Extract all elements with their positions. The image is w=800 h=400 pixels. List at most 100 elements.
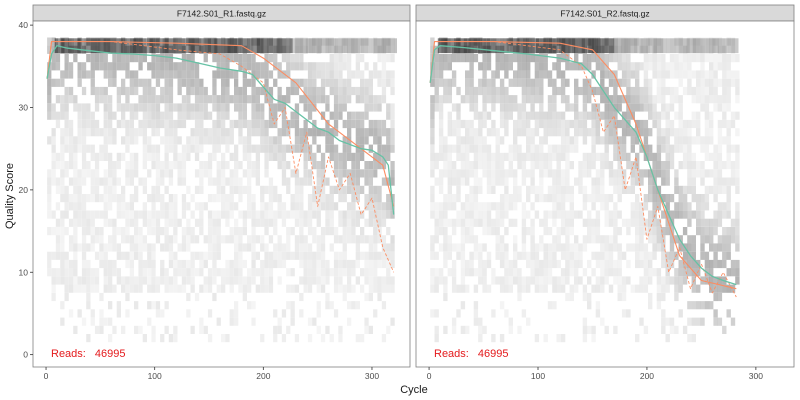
heat-cell [299, 194, 304, 203]
heat-cell [168, 70, 174, 79]
heat-cell [351, 284, 356, 293]
heat-cell [443, 227, 448, 236]
heat-cell [656, 276, 662, 285]
heat-cell [639, 128, 644, 137]
heat-cell [138, 276, 143, 285]
heat-cell [364, 161, 369, 170]
heat-cell [216, 185, 221, 194]
heat-cell [221, 284, 226, 293]
heat-cell [574, 95, 579, 104]
heat-cell [669, 194, 675, 203]
heat-cell [138, 62, 143, 71]
heat-cell [508, 259, 513, 269]
heat-cell [151, 152, 156, 161]
heat-cell [181, 38, 186, 54]
heat-cell [451, 177, 457, 186]
heat-cell [55, 161, 61, 170]
heat-cell [486, 152, 492, 161]
heat-cell [242, 136, 247, 145]
heat-cell [451, 161, 457, 170]
heat-cell [116, 301, 121, 310]
heat-cell [168, 210, 174, 219]
heat-cell [678, 95, 683, 104]
heat-cell [587, 325, 592, 334]
heat-cell [604, 54, 609, 63]
heat-cell [347, 185, 352, 194]
heat-cell [186, 86, 191, 96]
heat-cell [560, 177, 566, 186]
heat-cell [247, 62, 252, 71]
heat-cell [621, 169, 627, 178]
heat-cell [116, 54, 121, 63]
heat-cell [582, 136, 588, 145]
heat-cell [700, 78, 705, 87]
heat-cell [539, 243, 544, 252]
heat-cell [129, 103, 134, 112]
heat-cell [355, 144, 360, 153]
heat-cell [608, 78, 614, 87]
heat-cell [81, 144, 87, 153]
heat-cell [134, 284, 139, 293]
heat-cell [90, 227, 95, 236]
heat-cell [55, 185, 61, 194]
heat-cell [125, 292, 130, 302]
heat-cell [687, 243, 692, 252]
heat-cell [99, 292, 104, 302]
heat-cell [147, 210, 152, 219]
heat-cell [534, 86, 540, 96]
heat-cell [478, 325, 483, 334]
heat-cell [539, 177, 544, 186]
heat-cell [264, 210, 269, 219]
heat-cell [194, 111, 200, 120]
heat-cell [286, 144, 291, 153]
heat-cell [534, 78, 540, 87]
heat-cell [565, 152, 570, 161]
heat-cell [460, 54, 466, 63]
heat-cell [234, 251, 239, 260]
heat-cell [325, 70, 330, 79]
heat-cell [499, 103, 505, 112]
heat-cell [526, 194, 531, 203]
heat-cell [355, 45, 360, 54]
heat-cell [347, 119, 352, 129]
heat-cell [290, 317, 295, 326]
heat-cell [134, 54, 139, 63]
heat-cell [390, 119, 395, 129]
heat-cell [456, 177, 461, 186]
heat-cell [735, 38, 739, 54]
heat-cell [260, 276, 265, 285]
heat-cell [260, 111, 265, 120]
heat-cell [508, 78, 513, 87]
heat-cell [338, 78, 343, 87]
heat-cell [691, 169, 696, 178]
heat-cell [119, 38, 124, 54]
heat-cell [626, 259, 631, 269]
heat-cell [678, 119, 683, 129]
heat-cell [704, 128, 710, 137]
heat-cell [320, 161, 326, 170]
heat-cell [656, 152, 662, 161]
heat-cell [578, 169, 583, 178]
heat-cell [151, 301, 156, 310]
heat-cell [565, 103, 570, 112]
heat-cell [434, 227, 439, 236]
heat-cell [138, 119, 143, 129]
heat-cell [451, 128, 457, 137]
heat-cell [613, 169, 618, 178]
heat-cell [342, 103, 347, 112]
heat-cell [260, 136, 265, 145]
heat-cell [64, 161, 69, 170]
heat-cell [129, 169, 134, 178]
heat-cell [661, 161, 666, 170]
heat-cell [264, 161, 269, 170]
heat-cell [64, 86, 69, 96]
heat-cell [290, 309, 295, 318]
heat-cell [560, 152, 566, 161]
heat-cell [447, 111, 452, 120]
heat-cell [556, 276, 561, 285]
heat-cell [539, 152, 544, 161]
heat-cell [338, 45, 343, 54]
heat-cell [164, 227, 169, 236]
heat-cell [203, 235, 208, 244]
heat-cell [360, 210, 365, 219]
